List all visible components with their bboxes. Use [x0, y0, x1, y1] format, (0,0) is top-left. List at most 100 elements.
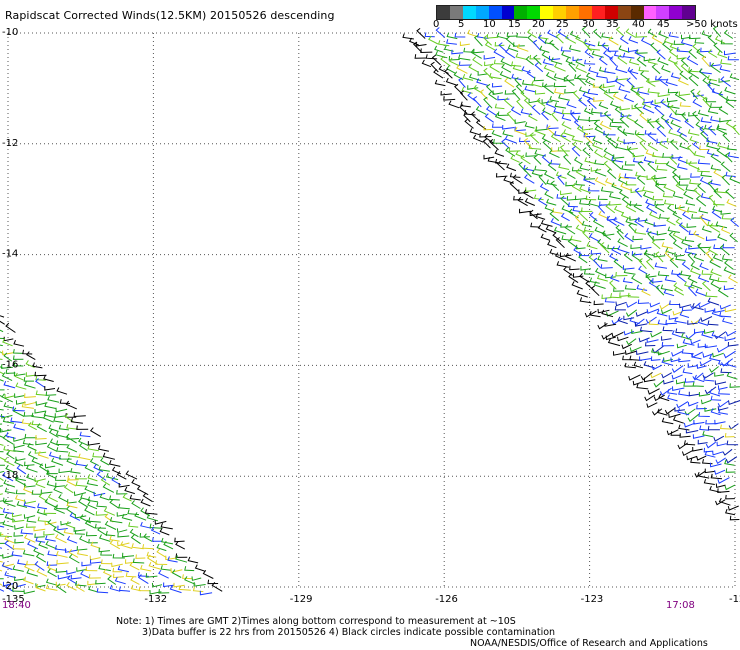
wind-barb	[688, 34, 701, 40]
wind-barb	[696, 364, 707, 369]
wind-barb	[636, 56, 647, 67]
wind-barb	[46, 443, 58, 452]
wind-barb	[458, 54, 471, 61]
wind-barb	[715, 499, 726, 506]
wind-barb	[716, 345, 730, 353]
wind-barb	[553, 107, 564, 115]
wind-barb	[707, 82, 715, 93]
wind-barb	[615, 65, 628, 74]
wind-barb	[655, 284, 665, 296]
wind-barb	[0, 427, 12, 433]
wind-barb	[589, 311, 601, 318]
wind-barb	[657, 319, 668, 326]
wind-barb	[589, 212, 598, 222]
wind-barb	[23, 501, 36, 509]
wind-barb	[109, 584, 121, 592]
wind-barb	[640, 70, 650, 81]
wind-barb	[5, 583, 15, 593]
wind-barb	[663, 37, 674, 45]
wind-barb	[588, 116, 600, 122]
wind-barb	[667, 102, 680, 109]
wind-barb	[475, 119, 487, 130]
wind-barb	[689, 179, 700, 185]
wind-barb	[643, 98, 654, 104]
wind-barb	[169, 585, 182, 594]
wind-barb	[0, 578, 4, 580]
wind-barb	[672, 231, 684, 241]
wind-barb	[601, 309, 614, 318]
wind-barb	[605, 273, 616, 279]
wind-barb	[0, 525, 5, 528]
wind-barb	[620, 211, 631, 220]
wind-barb	[668, 315, 679, 320]
wind-barb	[592, 83, 605, 88]
wind-barb	[510, 106, 522, 116]
wind-barb	[657, 76, 669, 87]
wind-barb	[611, 118, 625, 124]
colorbar-segment	[630, 6, 644, 19]
wind-barb	[531, 104, 541, 115]
wind-barb	[584, 157, 595, 164]
wind-barb	[692, 43, 701, 53]
wind-barb	[622, 128, 635, 135]
wind-barb	[564, 224, 576, 235]
wind-barb	[593, 28, 602, 39]
wind-barb	[76, 546, 88, 551]
wind-barb	[79, 442, 88, 452]
right-swath-time: 17:08	[666, 600, 695, 611]
wind-barb	[646, 175, 657, 181]
wind-barb	[707, 425, 720, 431]
wind-barb	[95, 511, 108, 516]
wind-barb	[146, 513, 159, 522]
wind-barb	[622, 265, 635, 270]
wind-barb	[712, 26, 721, 38]
wind-barb	[643, 377, 656, 383]
wind-barb	[440, 55, 451, 67]
wind-barb	[35, 375, 46, 381]
wind-barb	[656, 49, 666, 60]
wind-barb	[47, 395, 60, 403]
wind-barb	[638, 258, 647, 270]
wind-barb	[713, 169, 725, 179]
wind-barb	[669, 257, 679, 268]
wind-barb	[44, 402, 57, 410]
wind-barb	[657, 57, 669, 66]
wind-barb	[592, 141, 603, 150]
wind-barb	[494, 41, 505, 47]
wind-barb	[598, 56, 608, 66]
wind-barb	[669, 48, 678, 58]
wind-barb	[11, 586, 25, 592]
wind-barb	[705, 419, 718, 425]
wind-barb	[648, 319, 659, 326]
wind-barb	[5, 322, 16, 333]
wind-barb	[516, 32, 528, 38]
wind-barb	[619, 105, 630, 111]
wind-barb	[720, 161, 731, 173]
wind-barb	[89, 427, 101, 438]
wind-barb	[607, 137, 617, 149]
colorbar-segment	[604, 6, 618, 19]
wind-barb	[24, 563, 35, 572]
wind-barb	[553, 88, 565, 95]
wind-barb	[656, 230, 667, 236]
y-tick-label: -16	[2, 359, 18, 370]
wind-barb	[11, 550, 23, 557]
wind-barb	[98, 564, 111, 572]
wind-barb	[511, 61, 522, 67]
wind-barb	[669, 139, 679, 150]
wind-barb	[501, 138, 511, 150]
wind-barb	[13, 532, 24, 537]
wind-barb	[87, 501, 98, 510]
wind-barb	[559, 144, 569, 157]
wind-barb	[25, 372, 37, 377]
wind-barb	[511, 88, 521, 100]
wind-barb	[698, 392, 710, 397]
wind-barb	[560, 46, 571, 52]
wind-barb	[725, 508, 736, 516]
wind-barb	[700, 193, 711, 200]
wind-barb	[568, 44, 581, 52]
wind-barb	[34, 533, 45, 538]
wind-barb	[651, 64, 661, 75]
y-tick-label: -12	[2, 138, 18, 149]
wind-barb	[118, 483, 130, 488]
